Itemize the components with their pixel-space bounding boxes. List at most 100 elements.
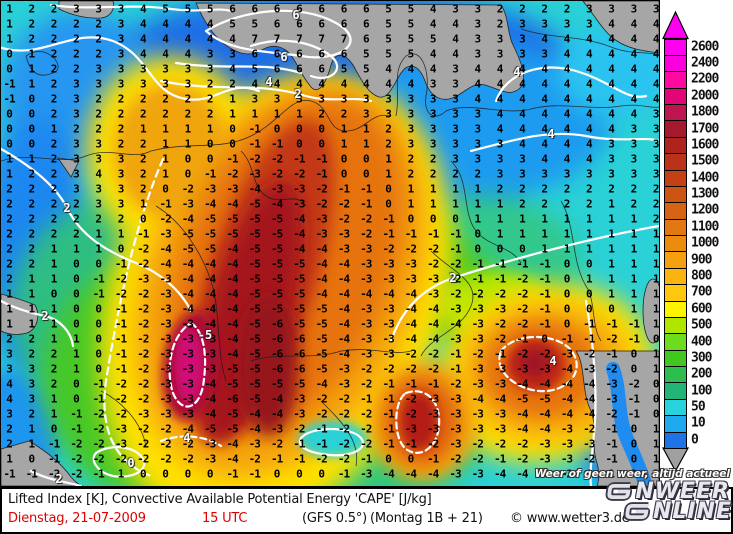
- li-grid-value: 0: [73, 317, 80, 331]
- li-grid-value: -1: [70, 407, 82, 421]
- li-grid-value: -4: [315, 257, 328, 271]
- li-grid-value: -3: [605, 392, 617, 406]
- li-grid-value: 1: [496, 227, 504, 241]
- li-grid-value: -1: [493, 272, 506, 286]
- li-grid-value: -5: [204, 422, 216, 436]
- li-grid-value: 0: [585, 302, 593, 316]
- li-grid-value: 2: [585, 197, 593, 211]
- li-grid-value: -5: [248, 197, 261, 211]
- li-grid-value: -3: [204, 452, 216, 466]
- li-grid-value: 3: [117, 62, 125, 76]
- li-grid-value: -2: [137, 392, 149, 406]
- li-grid-value: -3: [315, 212, 328, 226]
- li-grid-value: 1: [162, 152, 169, 166]
- li-grid-value: 1: [630, 302, 638, 316]
- li-grid-value: -3: [270, 422, 283, 436]
- li-grid-value: -2: [627, 377, 640, 391]
- li-grid-value: 4: [206, 32, 214, 46]
- li-grid-value: 3: [184, 62, 192, 76]
- li-grid-value: 4: [519, 77, 526, 91]
- li-grid-value: -4: [204, 197, 216, 211]
- li-grid-value: 4: [563, 122, 571, 136]
- model-label: (GFS 0.5°): [302, 511, 368, 526]
- li-grid-value: 3: [184, 77, 192, 91]
- li-grid-value: 4: [496, 62, 504, 76]
- li-grid-value: 3: [206, 47, 214, 61]
- li-grid-value: 3: [6, 407, 13, 421]
- li-grid-value: 2: [429, 167, 437, 181]
- li-grid-value: 2: [28, 2, 35, 16]
- li-grid-value: 4: [563, 107, 571, 121]
- li-grid-value: 3: [95, 197, 102, 211]
- li-grid-value: 1: [95, 227, 102, 241]
- li-grid-value: 4: [95, 167, 102, 181]
- li-grid-value: 4: [608, 62, 615, 76]
- li-grid-value: 0: [563, 287, 571, 301]
- li-grid-value: 2: [28, 167, 35, 181]
- li-grid-value: -1: [583, 332, 595, 346]
- li-grid-value: 1: [184, 137, 192, 151]
- li-grid-value: -2: [92, 407, 105, 421]
- contour-value-label: 4: [549, 354, 557, 368]
- li-grid-value: 4: [630, 47, 638, 61]
- li-grid-value: -4: [315, 287, 328, 301]
- li-grid-value: 3: [519, 32, 526, 46]
- li-grid-value: 6: [340, 17, 348, 31]
- li-grid-value: -2: [360, 227, 372, 241]
- li-grid-value: -4: [204, 302, 216, 316]
- li-grid-value: -3: [471, 377, 484, 391]
- li-grid-value: -4: [404, 317, 417, 331]
- li-grid-value: -2: [493, 317, 506, 331]
- li-grid-value: -1: [3, 467, 15, 481]
- li-grid-value: -4: [337, 257, 350, 271]
- li-grid-value: -2: [337, 407, 350, 421]
- li-grid-value: 6: [229, 2, 236, 16]
- coastline-border-lines: [1, 28, 659, 467]
- li-grid-value: 6: [273, 17, 281, 31]
- li-grid-value: 2: [652, 197, 659, 211]
- li-grid-value: 3: [73, 77, 80, 91]
- li-grid-value: 1: [50, 392, 58, 406]
- li-grid-value: 3: [541, 17, 548, 31]
- li-grid-value: -2: [159, 422, 171, 436]
- li-grid-value: -2: [516, 437, 528, 451]
- li-grid-value: -6: [270, 332, 283, 346]
- li-grid-value: 5: [385, 32, 392, 46]
- li-grid-value: -5: [270, 242, 283, 256]
- li-grid-value: 0: [273, 122, 281, 136]
- li-grid-value: -4: [181, 272, 194, 286]
- li-grid-value: -3: [114, 437, 127, 451]
- li-grid-value: -4: [337, 302, 350, 316]
- li-grid-value: 3: [452, 122, 459, 136]
- li-grid-value: 3: [117, 167, 125, 181]
- li-grid-value: 2: [73, 17, 80, 31]
- li-grid-value: 1: [652, 287, 659, 301]
- li-grid-value: 3: [652, 137, 659, 151]
- logo-text-nweer: NWEER: [635, 478, 730, 504]
- li-grid-value: 2: [6, 227, 13, 241]
- li-grid-value: 3: [519, 17, 526, 31]
- li-grid-value: -5: [248, 257, 261, 271]
- li-grid-value: 4: [385, 62, 392, 76]
- li-grid-value: -1: [382, 407, 394, 421]
- li-grid-value: -1: [293, 452, 305, 466]
- li-grid-value: -3: [493, 407, 506, 421]
- colorbar-swatch: [664, 267, 687, 286]
- li-grid-value: -2: [605, 362, 617, 376]
- li-grid-value: -3: [449, 437, 461, 451]
- li-grid-value: 4: [541, 77, 548, 91]
- li-grid-value: 6: [273, 2, 281, 16]
- li-grid-value: -1: [538, 257, 551, 271]
- li-grid-value: 2: [50, 2, 58, 16]
- li-grid-value: -2: [114, 392, 127, 406]
- li-grid-value: 2: [28, 17, 35, 31]
- li-grid-value: 1: [362, 122, 370, 136]
- li-grid-value: 4: [541, 152, 548, 166]
- li-grid-value: -6: [270, 362, 283, 376]
- colorbar-swatch: [664, 120, 687, 138]
- li-grid-value: -4: [583, 392, 595, 406]
- colorbar-above-range-arrow: [662, 10, 689, 40]
- li-grid-value: 4: [519, 92, 526, 106]
- li-grid-value: -4: [181, 422, 194, 436]
